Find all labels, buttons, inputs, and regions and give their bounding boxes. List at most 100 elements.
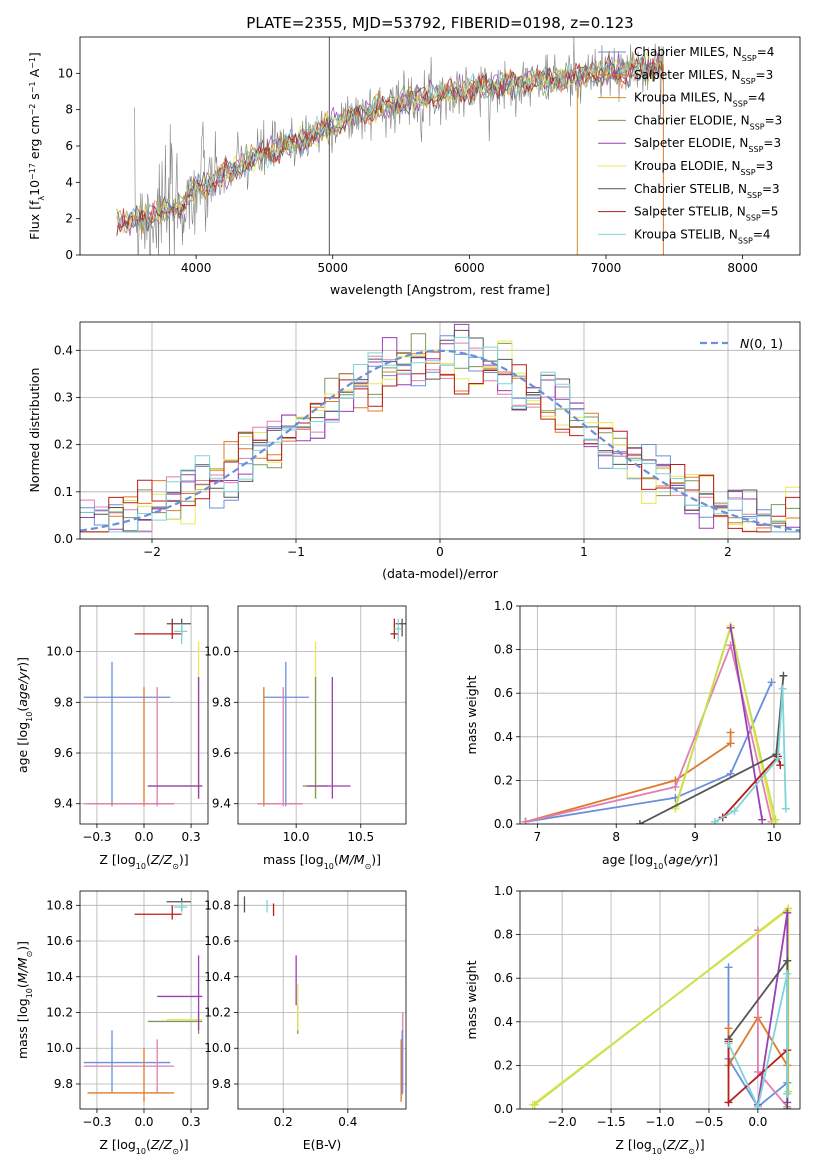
weight-point-marker bbox=[726, 623, 735, 632]
weight-point-marker bbox=[530, 1100, 539, 1109]
x-tick-label: 6000 bbox=[454, 261, 485, 275]
x-tick-label: 0.0 bbox=[748, 1115, 767, 1129]
errorbar-point bbox=[87, 1048, 175, 1102]
weight-series-line bbox=[525, 681, 773, 823]
errorbar-point bbox=[174, 901, 188, 913]
x-tick-label: 8 bbox=[612, 830, 620, 844]
weight-point-marker bbox=[753, 1102, 762, 1109]
legend-entry: Salpeter ELODIE, NSSP=3 bbox=[634, 136, 781, 154]
panel-weight-z: −2.0 −1.5 −1.0 −0.5 0.0 0.0 0.2 0.4 0.6 0.8 1.0 mas… bbox=[464, 884, 801, 1156]
y-tick-label: 10.0 bbox=[46, 1041, 73, 1055]
x-axis-label: Z [log10(Z/Z⊙)] bbox=[615, 1137, 704, 1156]
panel-z-mass: −0.3 0.0 0.3 9.8 10.0 10.2 10.4 10.6 10.8 Z [log1… bbox=[15, 890, 209, 1156]
weight-series-line bbox=[727, 967, 788, 1109]
weight-point-marker bbox=[779, 671, 788, 680]
x-tick-label: 0.0 bbox=[134, 1115, 153, 1129]
x-tick-label: −1.5 bbox=[596, 1115, 625, 1129]
x-tick-label: 0.2 bbox=[274, 1115, 293, 1129]
x-tick-label: 7000 bbox=[591, 261, 622, 275]
x-axis-label: (data-model)/error bbox=[382, 566, 499, 581]
y-tick-label: 10.2 bbox=[204, 1006, 231, 1020]
axes-frame bbox=[79, 36, 801, 256]
axes-frame bbox=[79, 605, 209, 825]
gridlines bbox=[238, 891, 406, 1109]
errorbar-point bbox=[83, 661, 171, 807]
plot-area bbox=[83, 618, 203, 807]
legend-entry: Kroupa STELIB, NSSP=4 bbox=[634, 227, 771, 245]
errorbar-point bbox=[394, 618, 403, 642]
errorbar-point bbox=[83, 1039, 175, 1093]
weight-point-marker bbox=[776, 761, 785, 770]
weight-point-marker bbox=[783, 956, 792, 965]
weight-series-line bbox=[729, 627, 763, 820]
weight-point-marker bbox=[781, 804, 790, 813]
weight-point-marker bbox=[635, 820, 644, 824]
x-tick-label: −0.5 bbox=[694, 1115, 723, 1129]
y-tick-label: 9.4 bbox=[54, 797, 73, 811]
plot-area bbox=[257, 618, 406, 807]
x-tick-label: 4000 bbox=[181, 261, 212, 275]
y-tick-label: 0.4 bbox=[494, 730, 513, 744]
y-tick-label: 8 bbox=[65, 103, 73, 117]
plot-area bbox=[243, 896, 404, 1102]
weight-point-marker bbox=[730, 806, 739, 815]
weight-point-marker bbox=[724, 1098, 733, 1107]
plot-area bbox=[83, 898, 203, 1102]
y-tick-label: 0.6 bbox=[494, 971, 513, 985]
y-tick-label: 0.4 bbox=[494, 1015, 513, 1029]
weight-point-marker bbox=[726, 728, 735, 737]
legend: Chabrier MILES, NSSP=4 Salpeter MILES, NS… bbox=[598, 45, 782, 245]
x-axis-label: Z [log10(Z/Z⊙)] bbox=[99, 852, 188, 871]
weight-point-marker bbox=[724, 963, 733, 972]
weight-point-marker bbox=[767, 678, 776, 687]
weight-point-marker bbox=[724, 1039, 733, 1048]
y-tick-label: 0.2 bbox=[494, 1058, 513, 1072]
errorbar-point bbox=[263, 661, 310, 807]
y-tick-label: 9.6 bbox=[54, 746, 73, 760]
errorbar-point bbox=[83, 1030, 171, 1093]
y-tick-label: 0 bbox=[65, 248, 73, 262]
plot-area bbox=[116, 37, 664, 255]
weight-point-marker bbox=[710, 817, 719, 824]
x-tick-label: 2 bbox=[724, 545, 732, 559]
y-tick-label: 10.4 bbox=[46, 970, 73, 984]
panel-ebv-mass: 0.2 0.4 9.8 10.0 10.2 10.4 10.6 10.8 E(B-V) bbox=[204, 890, 407, 1152]
errorbar-point bbox=[134, 905, 182, 920]
x-tick-label: 0.0 bbox=[134, 830, 153, 844]
plot-area bbox=[521, 621, 790, 824]
x-tick-label: 7 bbox=[534, 830, 542, 844]
legend-entry: Chabrier ELODIE, NSSP=3 bbox=[634, 113, 782, 130]
weight-point-marker bbox=[771, 815, 780, 824]
errorbar-point bbox=[257, 687, 303, 807]
axes-frame bbox=[79, 890, 209, 1110]
panel-z-age: −0.3 0.0 0.3 9.4 9.6 9.8 10.0 Z [log10(Z/Z⊙)] ag… bbox=[15, 605, 209, 871]
y-tick-label: 0.8 bbox=[494, 928, 513, 942]
figure-title: PLATE=2355, MJD=53792, FIBERID=0198, z=0… bbox=[246, 14, 633, 32]
y-tick-label: 0.6 bbox=[494, 686, 513, 700]
weight-point-marker bbox=[724, 1024, 733, 1033]
axes-frame bbox=[519, 605, 801, 825]
x-tick-label: 0.4 bbox=[338, 1115, 357, 1129]
y-tick-label: 2 bbox=[65, 212, 73, 226]
x-tick-label: 10 bbox=[766, 830, 781, 844]
weight-point-marker bbox=[726, 769, 735, 778]
y-axis-label: mass [log10(M/M⊙)] bbox=[15, 941, 34, 1059]
y-tick-label: 0.4 bbox=[54, 343, 73, 357]
legend-entry: Chabrier STELIB, NSSP=3 bbox=[634, 182, 780, 200]
model-spectrum-line bbox=[116, 54, 664, 235]
weight-series-line bbox=[727, 973, 789, 1109]
y-tick-label: 10.0 bbox=[46, 645, 73, 659]
panel-mass-age: 10.0 10.5 9.4 9.6 9.8 10.0 mass [log10(M/M⊙)] bbox=[204, 605, 407, 871]
weight-point-marker bbox=[784, 904, 793, 913]
axes-frame bbox=[519, 890, 801, 1110]
legend: N(0, 1) bbox=[700, 336, 783, 351]
y-tick-label: 10.2 bbox=[46, 1006, 73, 1020]
y-tick-label: 10.8 bbox=[46, 898, 73, 912]
x-tick-label: 1 bbox=[580, 545, 588, 559]
y-tick-label: 9.4 bbox=[212, 797, 231, 811]
y-tick-label: 1.0 bbox=[494, 599, 513, 613]
x-tick-label: 0.3 bbox=[182, 830, 201, 844]
panel-spectrum: 4000 5000 6000 7000 8000 0 2 4 6 8 10 wavelength [A… bbox=[27, 36, 801, 297]
y-tick-label: 0.0 bbox=[494, 817, 513, 831]
